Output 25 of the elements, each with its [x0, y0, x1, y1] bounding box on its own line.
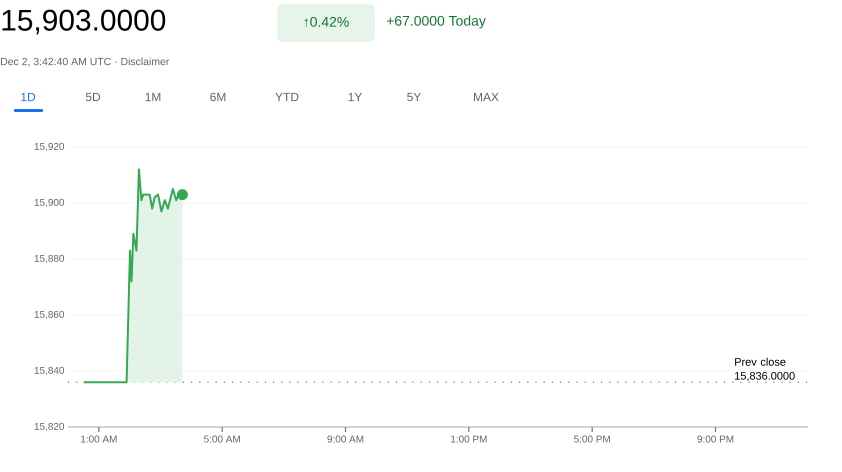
text: 5D	[86, 92, 100, 102]
ref-line-label: Prev close 15,836.0000	[735, 358, 795, 382]
text: ↑0.42%	[304, 16, 349, 28]
x-tick-label: 9:00 PM	[697, 436, 734, 443]
x-tick-label: 1:00 AM	[81, 436, 117, 443]
text: +67.0000 Today	[386, 15, 486, 28]
text: MAX	[474, 92, 499, 102]
text: 1Y	[348, 92, 362, 102]
y-tick-label: 15,860	[34, 310, 64, 320]
chart-subtitle: Dec 2, 3:42:40 AM UTC · Disclaimer	[1, 58, 170, 66]
x-tick-label: 5:00 PM	[574, 436, 610, 443]
text: 1M	[146, 92, 160, 102]
x-tick-label: 9:00 AM	[327, 436, 364, 443]
x-tick-label: 1:00 PM	[451, 436, 487, 443]
text: YTD	[275, 92, 298, 102]
chart-title: 15,903.0000	[2, 10, 166, 34]
text: 5Y	[407, 92, 422, 102]
y-tick-label: 15,900	[34, 198, 64, 208]
text: 6M	[210, 92, 226, 102]
x-tick-label: 5:00 AM	[204, 436, 240, 443]
y-tick-label: 15,920	[34, 142, 64, 152]
text: 1D	[21, 92, 36, 102]
y-tick-label: 15,820	[34, 422, 64, 432]
y-tick-label: 15,840	[34, 366, 64, 376]
y-tick-label: 15,880	[34, 254, 64, 264]
